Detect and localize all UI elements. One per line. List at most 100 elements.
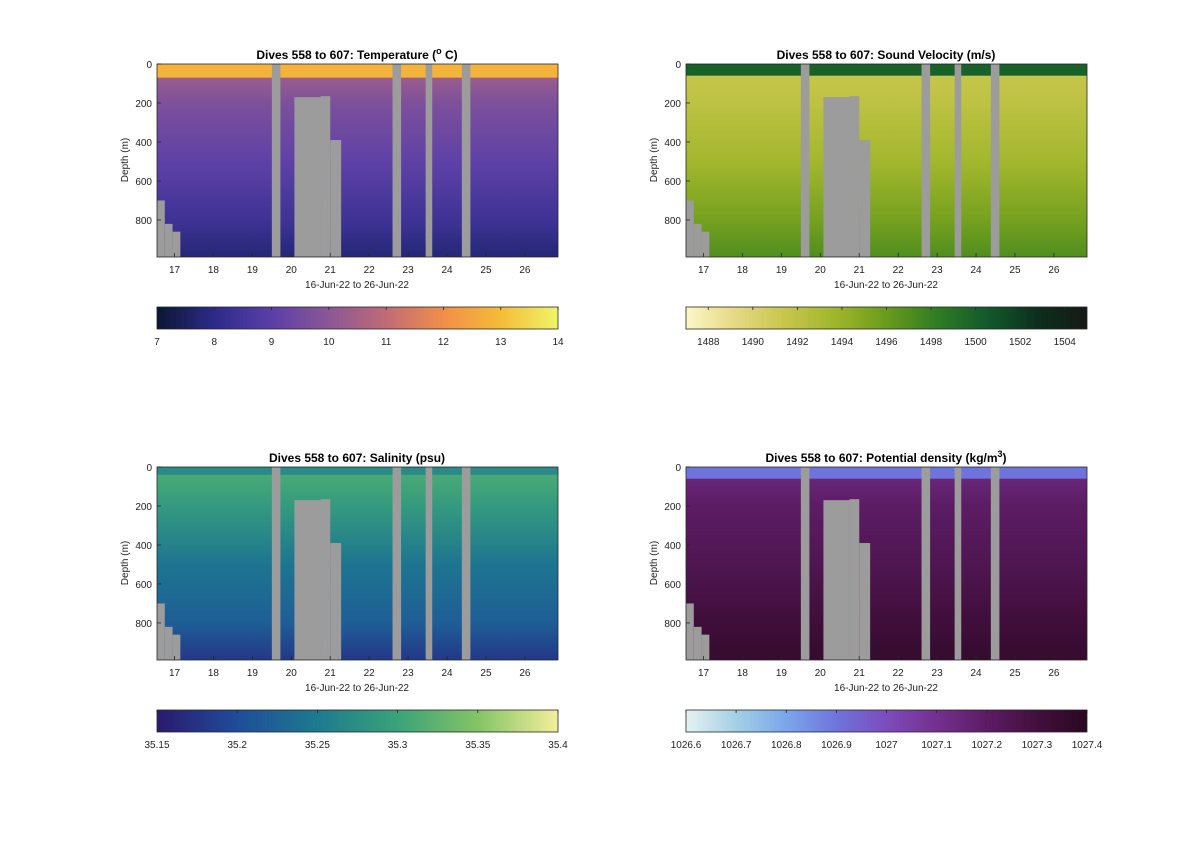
potential-density-surface-layer (686, 467, 1087, 479)
potential-density-x-tick-label: 23 (932, 668, 944, 679)
temperature-data-gap (392, 64, 402, 257)
salinity-y-tick-label: 0 (146, 463, 152, 474)
salinity-axes-box (156, 466, 559, 661)
potential-density-colorbar-tick-label: 1027.2 (971, 740, 1002, 751)
sound-velocity-x-ticks: 17 18 19 20 21 22 23 24 25 26 (698, 253, 1060, 276)
salinity-data-gap (461, 467, 471, 660)
potential-density-y-tick-label: 400 (664, 541, 681, 552)
potential-density-y-ticks: 0 200 400 600 800 (664, 463, 690, 630)
sound-velocity-plot-area (685, 63, 1088, 258)
temperature-data-gap (320, 96, 331, 258)
salinity-data-gap (320, 499, 331, 660)
potential-density-x-tick-label: 25 (1009, 668, 1021, 679)
temperature-colorbar-tick-label: 7 (154, 337, 160, 348)
potential-density-axes-box (685, 466, 1088, 661)
salinity-data-gap (392, 467, 402, 660)
salinity-colorbar-tick-label: 35.15 (144, 740, 169, 751)
sound-velocity-surface-layer (686, 64, 1087, 76)
potential-density-title-after: ) (1003, 451, 1007, 465)
salinity-x-tick-label: 19 (247, 668, 259, 679)
potential-density-y-axis-label: Depth (m) (649, 541, 660, 585)
sound-velocity-y-axis-label: Depth (m) (649, 138, 660, 182)
temperature-y-tick-label: 600 (135, 177, 152, 188)
sound-velocity-x-tick-label: 21 (854, 265, 866, 276)
potential-density-colorbar-tick-label: 1026.9 (821, 740, 852, 751)
salinity-surface-layer (157, 467, 558, 475)
sound-velocity-x-tick-label: 23 (932, 265, 944, 276)
temperature-x-tick-label: 17 (169, 265, 181, 276)
salinity-y-tick-label: 800 (135, 619, 152, 630)
sound-velocity-colorbar-tick-label: 1488 (697, 337, 720, 348)
potential-density-data-gap (849, 499, 860, 660)
sound-velocity-colorbar-tick-label: 1494 (831, 337, 854, 348)
salinity-y-ticks: 0 200 400 600 800 (135, 463, 161, 630)
sound-velocity-x-tick-label: 26 (1048, 265, 1060, 276)
salinity-y-tick-label: 200 (135, 502, 152, 513)
panel-salinity: Dives 558 to 607: Salinity (psu) 0 200 400… (120, 451, 568, 751)
salinity-colorbar-tick-label: 35.3 (388, 740, 408, 751)
salinity-colorbar-tick-label: 35.25 (305, 740, 330, 751)
salinity-x-tick-label: 20 (286, 668, 298, 679)
salinity-colorbar-gradient (156, 709, 559, 733)
sound-velocity-y-ticks: 0 200 400 600 800 (664, 60, 690, 227)
temperature-axes-box (156, 63, 559, 258)
potential-density-y-tick-label: 600 (664, 580, 681, 591)
potential-density-colorbar-tick-label: 1026.7 (721, 740, 752, 751)
potential-density-y-tick-label: 0 (675, 463, 681, 474)
salinity-no-data-floor (172, 634, 181, 660)
temperature-colorbar-tick-label: 8 (212, 337, 218, 348)
temperature-data-gap (425, 64, 433, 257)
sound-velocity-no-data-floor (701, 231, 710, 257)
potential-density-x-tick-label: 26 (1048, 668, 1060, 679)
salinity-title: Dives 558 to 607: Salinity (psu) (269, 451, 445, 465)
salinity-y-axis-label: Depth (m) (120, 541, 131, 585)
potential-density-no-data-floor (686, 603, 694, 660)
salinity-data-gap (271, 467, 281, 660)
salinity-data-gap (425, 467, 433, 660)
temperature-data-gap (330, 140, 342, 257)
potential-density-data-gap (921, 467, 931, 660)
sound-velocity-title: Dives 558 to 607: Sound Velocity (m/s) (777, 48, 996, 62)
salinity-x-ticks: 17 18 19 20 21 22 23 24 25 26 (169, 656, 531, 679)
potential-density-colorbar-tick-label: 1026.8 (771, 740, 802, 751)
sound-velocity-colorbar-tick-label: 1496 (875, 337, 898, 348)
sound-velocity-colorbar-tick-label: 1500 (964, 337, 987, 348)
temperature-data-gap (271, 64, 281, 257)
temperature-colorbar-gradient (156, 306, 559, 330)
sound-velocity-data-gap (921, 64, 931, 257)
potential-density-data-gap (954, 467, 962, 660)
sound-velocity-x-tick-label: 19 (776, 265, 788, 276)
potential-density-heatmap-field (686, 467, 1087, 660)
temperature-colorbar-tick-label: 13 (495, 337, 507, 348)
temperature-surface-layer (157, 64, 558, 78)
temperature-y-tick-label: 400 (135, 138, 152, 149)
salinity-data-gap (294, 500, 321, 660)
salinity-x-tick-label: 26 (519, 668, 531, 679)
temperature-colorbar-tick-label: 11 (381, 337, 392, 348)
salinity-colorbar-tick-label: 35.2 (227, 740, 247, 751)
salinity-x-tick-label: 17 (169, 668, 181, 679)
sound-velocity-colorbar-gradient (685, 306, 1088, 330)
temperature-x-tick-label: 20 (286, 265, 298, 276)
potential-density-x-tick-label: 19 (776, 668, 788, 679)
salinity-heatmap-field (157, 467, 558, 660)
sound-velocity-no-data-floor (686, 200, 694, 257)
salinity-x-tick-label: 18 (208, 668, 220, 679)
sound-velocity-data-gap (800, 64, 810, 257)
sound-velocity-y-tick-label: 600 (664, 177, 681, 188)
potential-density-colorbar-tick-label: 1027.3 (1022, 740, 1053, 751)
potential-density-data-gap (859, 543, 871, 660)
temperature-x-tick-label: 18 (208, 265, 220, 276)
salinity-x-tick-label: 21 (325, 668, 337, 679)
salinity-x-axis-label: 16-Jun-22 to 26-Jun-22 (305, 683, 409, 694)
temperature-title-sup: o (436, 46, 442, 56)
sound-velocity-colorbar-tick-label: 1504 (1054, 337, 1077, 348)
potential-density-colorbar-tick-label: 1027 (875, 740, 898, 751)
potential-density-plot-area (685, 466, 1088, 661)
salinity-colorbar: 35.15 35.2 35.25 35.3 35.35 35.4 (144, 709, 568, 751)
sound-velocity-data-gap (849, 96, 860, 258)
potential-density-y-tick-label: 200 (664, 502, 681, 513)
sound-velocity-y-tick-label: 800 (664, 216, 681, 227)
sound-velocity-colorbar: 1488 1490 1492 1494 1496 1498 1500 1502 1504 (685, 306, 1088, 348)
